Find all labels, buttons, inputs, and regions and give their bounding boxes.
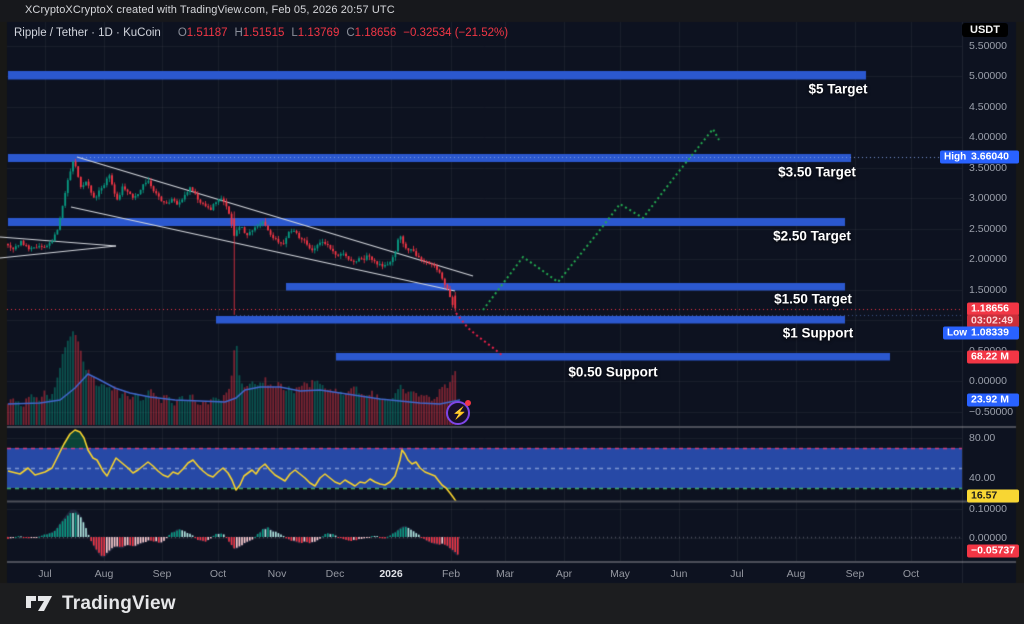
month-label: Aug (94, 568, 114, 580)
target-label: $1 Support (782, 325, 854, 341)
month-label: Oct (209, 568, 227, 580)
symbol-info-bar[interactable]: Ripple / Tether · 1D · KuCoin O1.51187 H1.… (14, 27, 508, 39)
currency-badge[interactable]: USDT (962, 23, 1008, 37)
month-label: Nov (267, 568, 287, 580)
change-value: −0.32534 (−21.52%) (403, 27, 509, 39)
high-price-badge: 3.66040 (967, 150, 1019, 164)
target-label: $1.50 Target (774, 291, 852, 307)
month-label: May (610, 568, 630, 580)
price-axis-label: 40.00 (969, 472, 996, 484)
month-label: Mar (495, 568, 515, 580)
ohlc-open-value: 1.51187 (186, 27, 228, 39)
month-label: Jun (670, 568, 688, 580)
month-label: Sep (845, 568, 865, 580)
month-label: 2026 (379, 568, 403, 580)
lightning-icon: ⚡ (452, 406, 467, 420)
ohlc-close-value: 1.18656 (354, 27, 397, 39)
last-price-badge: 1.18656 (967, 302, 1019, 316)
price-axis-label: 0.00000 (969, 532, 1007, 544)
month-label: Feb (441, 568, 461, 580)
target-label: $3.50 Target (778, 164, 856, 180)
symbol-title[interactable]: Ripple / Tether · 1D · KuCoin (14, 27, 161, 39)
price-axis-label: 2.50000 (969, 223, 1007, 235)
ohlc-high-label: H (234, 27, 243, 39)
countdown-badge: 03:02:49 (967, 314, 1019, 328)
ohlc-low-value: 1.13769 (297, 27, 340, 39)
price-axis-label: 5.50000 (969, 40, 1007, 52)
month-label: Oct (902, 568, 920, 580)
month-label: Aug (786, 568, 806, 580)
price-axis-label: 1.50000 (969, 284, 1007, 296)
month-label: Jul (38, 568, 52, 580)
tradingview-logo[interactable]: TradingView (26, 592, 176, 615)
high-pill: High (940, 150, 971, 164)
low-pill: Low (943, 326, 971, 340)
price-axis-label: 5.00000 (969, 70, 1007, 82)
notification-dot (465, 400, 471, 406)
month-label: Apr (555, 568, 573, 580)
price-axis-label: 0.00000 (969, 375, 1007, 387)
ohlc-high-value: 1.51515 (242, 27, 285, 39)
rsi-value-badge: 16.57 (967, 489, 1019, 503)
price-axis-label: 4.50000 (969, 101, 1007, 113)
month-label: Dec (325, 568, 345, 580)
volume-ma-badge: 23.92 M (967, 393, 1019, 407)
target-label: $0.50 Support (568, 364, 658, 380)
ohlc-low-label: L (291, 27, 298, 39)
ohlc-close-label: C (346, 27, 355, 39)
low-price-badge: 1.08339 (967, 326, 1019, 340)
watermark-text: XCryptoXCryptoX created with TradingView… (25, 4, 395, 16)
price-axis-label: 4.00000 (969, 131, 1007, 143)
macd-value-badge: −0.05737 (967, 544, 1020, 558)
month-label: Jul (730, 568, 744, 580)
price-axis-label: 3.00000 (969, 192, 1007, 204)
volume-badge: 68.22 M (967, 350, 1019, 364)
price-axis-label: 0.10000 (969, 503, 1007, 515)
price-axis-label: 2.00000 (969, 253, 1007, 265)
ohlc-open-label: O (177, 27, 187, 39)
month-label: Sep (152, 568, 172, 580)
target-label: $2.50 Target (773, 228, 851, 244)
quick-trade-bolt-button[interactable]: ⚡ (446, 400, 471, 425)
tradingview-logo-icon (26, 596, 52, 611)
tradingview-logo-text: TradingView (62, 592, 176, 614)
price-axis-label: 80.00 (969, 432, 996, 444)
price-axis-label: 3.50000 (969, 162, 1007, 174)
target-label: $5 Target (808, 81, 868, 97)
price-axis-label: −0.50000 (969, 406, 1014, 418)
